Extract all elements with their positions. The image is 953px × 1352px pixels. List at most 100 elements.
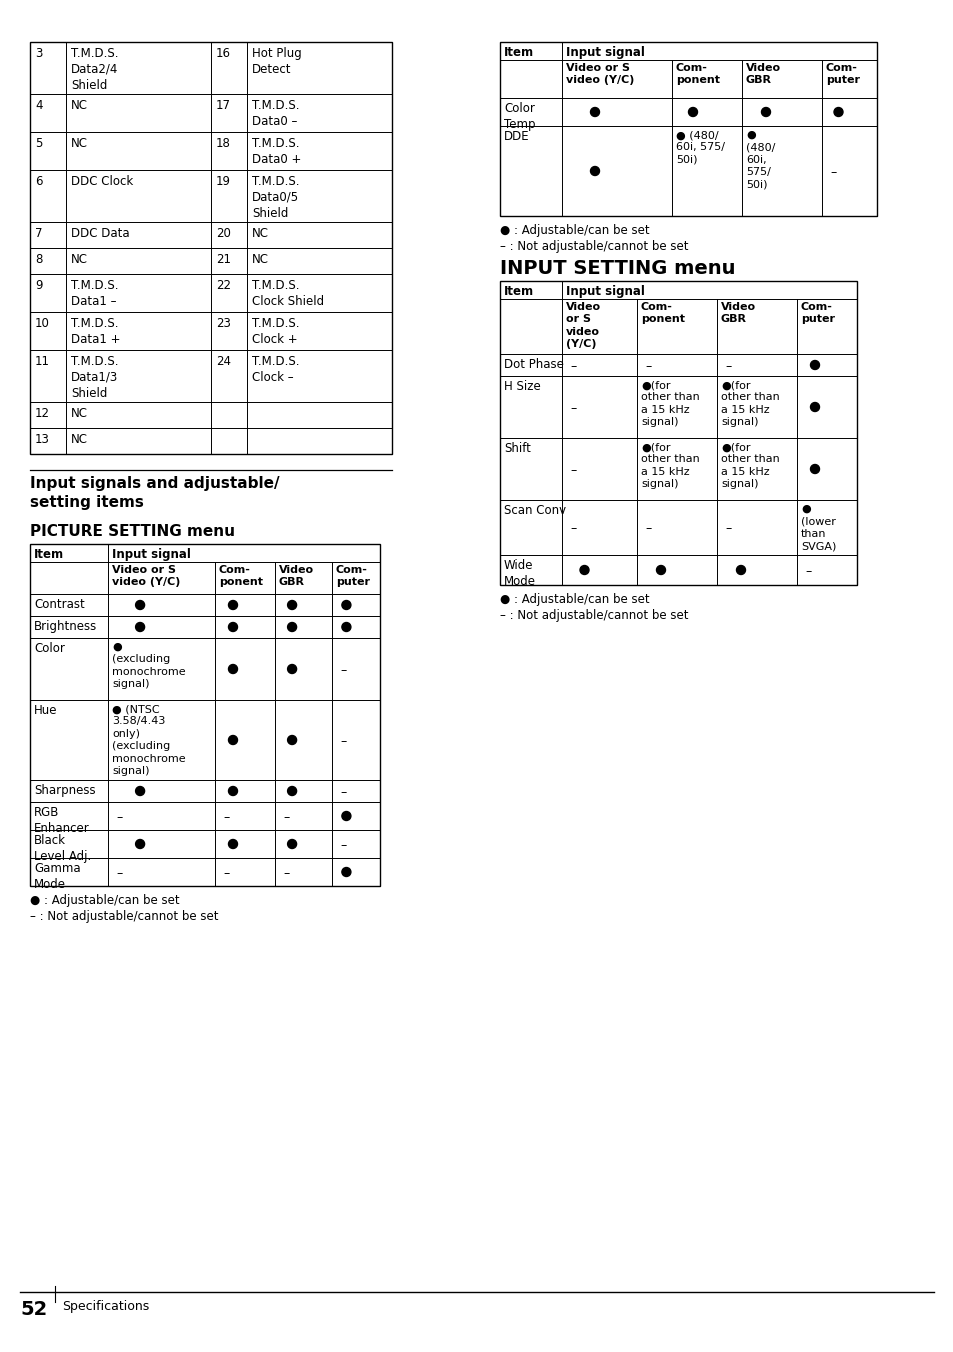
Text: ● (480/
60i, 575/
50i): ● (480/ 60i, 575/ 50i) xyxy=(676,130,724,165)
Circle shape xyxy=(341,622,351,631)
Text: 23: 23 xyxy=(215,316,231,330)
Circle shape xyxy=(810,361,819,369)
Text: ● : Adjustable/can be set: ● : Adjustable/can be set xyxy=(499,224,649,237)
Text: 5: 5 xyxy=(35,137,42,150)
Text: –: – xyxy=(569,360,576,373)
Circle shape xyxy=(736,565,744,575)
Circle shape xyxy=(135,622,145,631)
Text: 17: 17 xyxy=(215,99,231,112)
Circle shape xyxy=(287,664,296,673)
Text: T.M.D.S.
Clock –: T.M.D.S. Clock – xyxy=(252,356,299,384)
Text: 16: 16 xyxy=(215,47,231,59)
Text: –: – xyxy=(804,565,810,579)
Text: Video
GBR: Video GBR xyxy=(745,64,781,85)
Text: Com-
ponent: Com- ponent xyxy=(676,64,720,85)
Text: 10: 10 xyxy=(35,316,50,330)
Circle shape xyxy=(341,600,351,610)
Circle shape xyxy=(287,787,296,795)
Text: 4: 4 xyxy=(35,99,43,112)
Circle shape xyxy=(590,166,598,176)
Circle shape xyxy=(287,622,296,631)
Circle shape xyxy=(229,600,237,610)
Circle shape xyxy=(287,600,296,610)
Text: Com-
puter: Com- puter xyxy=(801,301,834,324)
Text: –: – xyxy=(339,786,346,799)
Text: –: – xyxy=(339,840,346,852)
Circle shape xyxy=(135,787,145,795)
Text: NC: NC xyxy=(252,253,269,266)
Circle shape xyxy=(229,622,237,631)
Text: Contrast: Contrast xyxy=(34,598,85,611)
Text: – : Not adjustable/cannot be set: – : Not adjustable/cannot be set xyxy=(30,910,218,923)
Text: – : Not adjustable/cannot be set: – : Not adjustable/cannot be set xyxy=(499,608,688,622)
Text: Item: Item xyxy=(503,46,534,59)
Text: –: – xyxy=(223,811,229,823)
Circle shape xyxy=(229,735,237,745)
Text: RGB
Enhancer: RGB Enhancer xyxy=(34,806,90,836)
Text: Com-
puter: Com- puter xyxy=(825,64,859,85)
Text: DDC Data: DDC Data xyxy=(71,227,130,241)
Text: 20: 20 xyxy=(215,227,231,241)
Circle shape xyxy=(833,108,842,116)
Text: –: – xyxy=(724,360,731,373)
Text: 11: 11 xyxy=(35,356,50,368)
Bar xyxy=(30,42,392,454)
Text: Input signal: Input signal xyxy=(112,548,191,561)
Text: T.M.D.S.
Data0/5
Shield: T.M.D.S. Data0/5 Shield xyxy=(252,174,299,220)
Circle shape xyxy=(656,565,665,575)
Circle shape xyxy=(810,403,819,411)
Text: –: – xyxy=(223,867,229,880)
Circle shape xyxy=(579,565,588,575)
Circle shape xyxy=(341,868,351,876)
Text: ● : Adjustable/can be set: ● : Adjustable/can be set xyxy=(499,594,649,606)
Text: –: – xyxy=(283,867,289,880)
Text: Video or S
video (Y/C): Video or S video (Y/C) xyxy=(565,64,634,85)
Text: T.M.D.S.
Data0 +: T.M.D.S. Data0 + xyxy=(252,137,301,166)
Text: Video
GBR: Video GBR xyxy=(278,565,314,587)
Text: Item: Item xyxy=(503,285,534,297)
Circle shape xyxy=(229,664,237,673)
Text: Input signals and adjustable/
setting items: Input signals and adjustable/ setting it… xyxy=(30,476,279,510)
Text: T.M.D.S.
Clock +: T.M.D.S. Clock + xyxy=(252,316,299,346)
Text: 3: 3 xyxy=(35,47,42,59)
Circle shape xyxy=(590,108,598,116)
Text: Sharpness: Sharpness xyxy=(34,784,95,796)
Text: Com-
ponent: Com- ponent xyxy=(219,565,263,587)
Text: 19: 19 xyxy=(215,174,231,188)
Text: Hot Plug
Detect: Hot Plug Detect xyxy=(252,47,301,76)
Text: INPUT SETTING menu: INPUT SETTING menu xyxy=(499,260,735,279)
Text: 9: 9 xyxy=(35,279,43,292)
Text: 8: 8 xyxy=(35,253,42,266)
Text: Scan Conv: Scan Conv xyxy=(503,504,565,516)
Text: –: – xyxy=(283,811,289,823)
Circle shape xyxy=(688,108,697,116)
Text: DDE: DDE xyxy=(503,130,529,143)
Text: 22: 22 xyxy=(215,279,231,292)
Text: NC: NC xyxy=(252,227,269,241)
Text: –: – xyxy=(116,811,122,823)
Text: Specifications: Specifications xyxy=(62,1301,149,1313)
Text: ●(for
other than
a 15 kHz
signal): ●(for other than a 15 kHz signal) xyxy=(720,442,779,489)
Text: 24: 24 xyxy=(215,356,231,368)
Circle shape xyxy=(135,840,145,849)
Text: T.M.D.S.
Data1 –: T.M.D.S. Data1 – xyxy=(71,279,118,308)
Text: NC: NC xyxy=(71,433,88,446)
Text: Video
or S
video
(Y/C): Video or S video (Y/C) xyxy=(565,301,600,349)
Circle shape xyxy=(287,840,296,849)
Circle shape xyxy=(760,108,770,116)
Text: 12: 12 xyxy=(35,407,50,420)
Text: T.M.D.S.
Data2/4
Shield: T.M.D.S. Data2/4 Shield xyxy=(71,47,118,92)
Text: Gamma
Mode: Gamma Mode xyxy=(34,863,81,891)
Circle shape xyxy=(229,787,237,795)
Circle shape xyxy=(341,811,351,821)
Text: Color: Color xyxy=(34,642,65,654)
Text: Video or S
video (Y/C): Video or S video (Y/C) xyxy=(112,565,180,587)
Text: –: – xyxy=(569,464,576,477)
Text: Item: Item xyxy=(34,548,64,561)
Circle shape xyxy=(287,735,296,745)
Bar xyxy=(499,42,876,216)
Text: –: – xyxy=(569,522,576,535)
Text: NC: NC xyxy=(71,407,88,420)
Text: 6: 6 xyxy=(35,174,43,188)
Text: 7: 7 xyxy=(35,227,43,241)
